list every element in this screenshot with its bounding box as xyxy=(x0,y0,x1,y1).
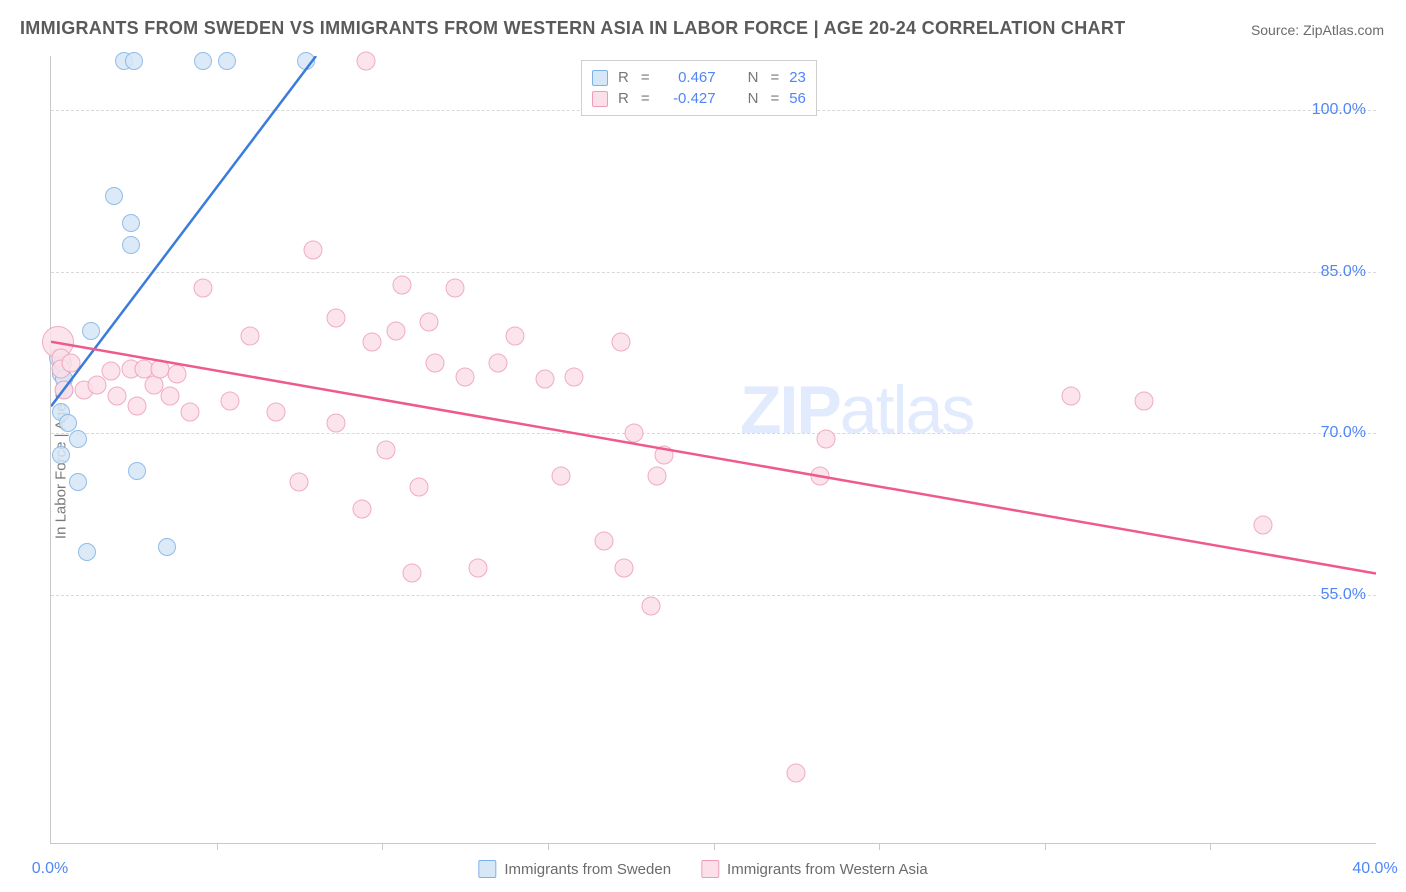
legend-label: Immigrants from Western Asia xyxy=(727,861,928,878)
legend: Immigrants from Sweden Immigrants from We… xyxy=(478,860,927,878)
stat-R-label: R xyxy=(618,90,629,107)
stat-eq: = xyxy=(641,69,650,86)
stat-swatch xyxy=(592,91,608,107)
source-attribution: Source: ZipAtlas.com xyxy=(1251,22,1384,38)
stat-R-value: -0.427 xyxy=(660,90,716,107)
x-tick-mark xyxy=(714,843,715,850)
stat-N-label: N xyxy=(748,69,759,86)
legend-label: Immigrants from Sweden xyxy=(504,861,671,878)
stat-eq: = xyxy=(641,90,650,107)
stat-row: R = -0.427 N = 56 xyxy=(592,88,806,109)
legend-item: Immigrants from Western Asia xyxy=(701,860,928,878)
x-tick-mark xyxy=(382,843,383,850)
x-tick-mark xyxy=(1045,843,1046,850)
x-tick-mark xyxy=(1210,843,1211,850)
correlation-stat-box: R = 0.467 N = 23 R = -0.427 N = 56 xyxy=(581,60,817,116)
x-tick-mark xyxy=(548,843,549,850)
x-tick-label: 0.0% xyxy=(32,860,68,878)
x-tick-label: 40.0% xyxy=(1352,860,1397,878)
stat-R-value: 0.467 xyxy=(660,69,716,86)
trend-line-western_asia xyxy=(51,342,1376,574)
stat-eq: = xyxy=(770,90,779,107)
stat-R-label: R xyxy=(618,69,629,86)
stat-swatch xyxy=(592,70,608,86)
legend-swatch xyxy=(478,860,496,878)
stat-N-value: 23 xyxy=(789,69,806,86)
x-tick-mark xyxy=(879,843,880,850)
x-tick-mark xyxy=(217,843,218,850)
legend-item: Immigrants from Sweden xyxy=(478,860,671,878)
legend-swatch xyxy=(701,860,719,878)
stat-N-value: 56 xyxy=(789,90,806,107)
stat-eq: = xyxy=(770,69,779,86)
chart-title: IMMIGRANTS FROM SWEDEN VS IMMIGRANTS FRO… xyxy=(20,18,1125,39)
trend-line-sweden xyxy=(51,56,316,406)
stat-row: R = 0.467 N = 23 xyxy=(592,67,806,88)
plot-area: In Labor Force | Age 20-24 ZIPatlas 55.0… xyxy=(50,56,1376,844)
stat-N-label: N xyxy=(748,90,759,107)
